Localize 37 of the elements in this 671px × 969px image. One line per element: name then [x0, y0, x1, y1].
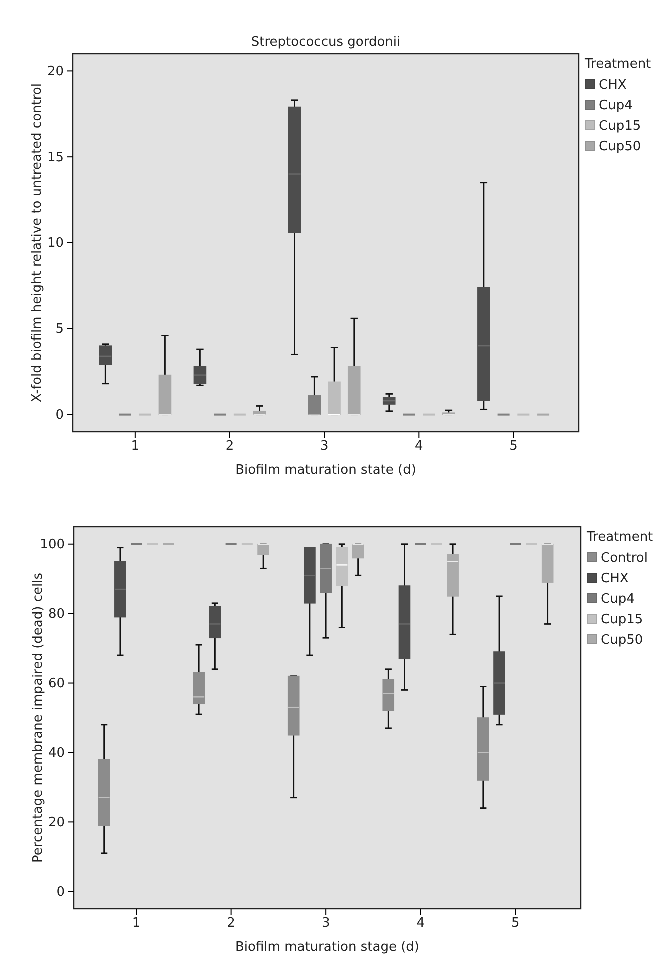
legend-label: Cup50	[601, 633, 644, 648]
x-tick-label: 5	[510, 439, 518, 454]
y-tick-label: 0	[56, 408, 64, 423]
x-axis-title: Biofilm maturation state (d)	[236, 463, 416, 478]
legend-label: Cup50	[599, 140, 642, 154]
x-tick-label: 4	[416, 916, 425, 932]
x-tick-label: 3	[322, 916, 330, 932]
chart-title: Streptococcus gordonii	[251, 35, 401, 50]
y-tick-label: 20	[47, 64, 64, 80]
legend-label: Cup15	[599, 119, 642, 134]
legend-label: Control	[601, 551, 648, 566]
x-tick-label: 1	[132, 916, 141, 932]
x-tick-label: 4	[415, 439, 424, 454]
y-tick-label: 20	[48, 815, 65, 830]
y-tick-label: 10	[47, 236, 64, 252]
y-tick-label: 5	[56, 322, 64, 338]
y-tick-label: 0	[56, 884, 65, 900]
x-tick-label: 2	[226, 439, 234, 454]
x-tick-label: 3	[320, 439, 329, 454]
x-tick-label: 5	[511, 916, 520, 932]
legend-title: Treatment	[586, 530, 654, 545]
y-tick-label: 100	[40, 538, 65, 553]
y-axis-title: Percentage membrane impaired (dead) cells	[31, 572, 46, 863]
y-tick-label: 60	[48, 676, 65, 692]
y-tick-label: 15	[47, 150, 64, 166]
legend-label: Cup15	[601, 612, 644, 628]
legend-label: Cup4	[599, 98, 633, 114]
legend-label: Cup4	[601, 592, 635, 607]
legend-title: Treatment	[584, 57, 652, 72]
legend-label: CHX	[601, 572, 629, 586]
x-tick-label: 1	[131, 439, 140, 454]
y-tick-label: 80	[48, 606, 65, 622]
x-axis-title: Biofilm maturation stage (d)	[235, 940, 420, 955]
y-axis-title: X-fold biofilm height relative to untreated control	[30, 84, 45, 402]
legend-label: CHX	[599, 78, 627, 93]
x-tick-label: 2	[227, 916, 236, 932]
y-tick-label: 40	[48, 746, 65, 761]
